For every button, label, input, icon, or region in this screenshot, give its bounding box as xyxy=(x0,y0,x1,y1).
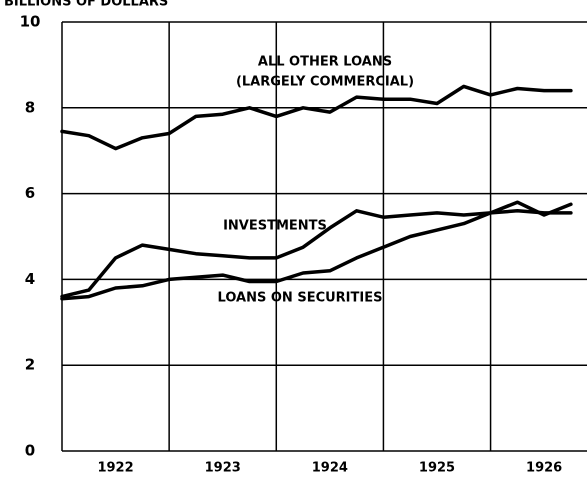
y-tick-label: 10 xyxy=(20,13,41,31)
chart-title: BILLIONS OF DOLLARS xyxy=(4,0,168,10)
series-label: INVESTMENTS xyxy=(223,219,327,234)
series-label: LOANS ON SECURITIES xyxy=(218,291,383,306)
x-tick-label: 1922 xyxy=(97,461,133,476)
y-tick-label: 6 xyxy=(25,184,35,202)
y-tick-label: 0 xyxy=(25,442,35,460)
y-tick-label: 4 xyxy=(25,270,35,288)
y-tick-label: 2 xyxy=(25,356,35,374)
x-tick-label: 1925 xyxy=(419,461,455,476)
x-tick-label: 1924 xyxy=(312,461,348,476)
series-label: ALL OTHER LOANS xyxy=(258,55,392,70)
x-tick-label: 1923 xyxy=(205,461,241,476)
y-tick-label: 8 xyxy=(25,98,35,116)
series-line xyxy=(60,200,573,301)
series-line xyxy=(60,84,573,151)
x-tick-label: 1926 xyxy=(526,461,562,476)
series-note: (LARGELY COMMERCIAL) xyxy=(236,75,414,90)
